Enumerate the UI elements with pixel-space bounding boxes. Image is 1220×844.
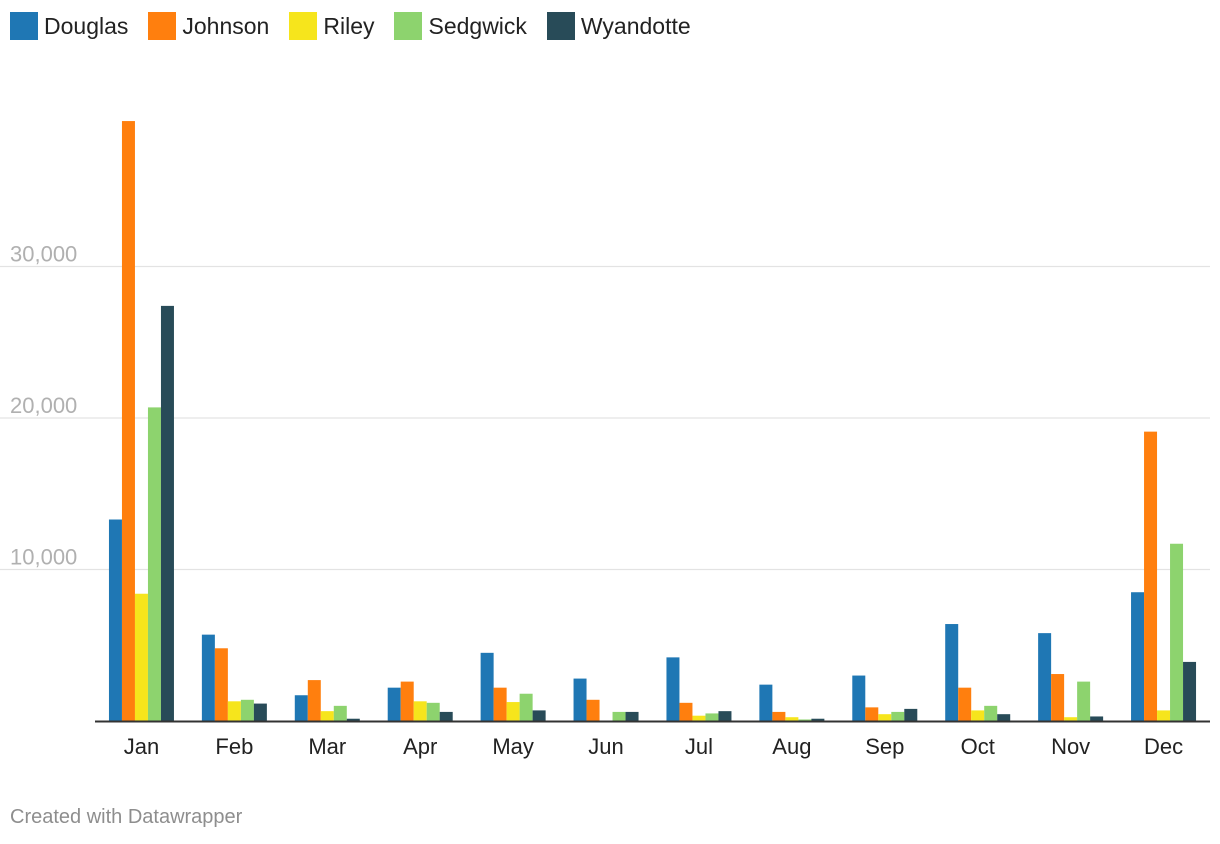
legend-item-douglas: Douglas <box>10 12 128 40</box>
legend-swatch-johnson <box>148 12 177 40</box>
bar-sedgwick-feb <box>240 699 254 721</box>
bar-douglas-oct <box>945 624 959 721</box>
bar-johnson-apr <box>400 681 414 721</box>
bar-douglas-jul <box>666 657 680 721</box>
x-tick-label: Apr <box>403 734 437 759</box>
bar-sedgwick-jun <box>612 711 626 721</box>
bar-douglas-dec <box>1131 592 1145 721</box>
bar-douglas-feb <box>201 634 215 721</box>
chart-legend: Douglas Johnson Riley Sedgwick Wyandotte <box>10 12 711 40</box>
bar-riley-may <box>506 702 520 721</box>
bar-wyandotte-jan <box>160 305 174 721</box>
bar-douglas-aug <box>759 684 773 721</box>
bar-riley-oct <box>971 710 985 721</box>
x-tick-label: May <box>492 734 534 759</box>
x-tick-label: Nov <box>1051 734 1090 759</box>
bar-riley-jul <box>692 715 706 721</box>
bar-riley-feb <box>227 701 241 721</box>
legend-label-sedgwick: Sedgwick <box>428 12 527 39</box>
x-tick-label: Dec <box>1144 734 1183 759</box>
bar-johnson-may <box>493 687 507 721</box>
bar-sedgwick-apr <box>426 702 440 721</box>
bar-riley-mar <box>320 711 334 721</box>
bar-sedgwick-jul <box>705 713 719 721</box>
bar-johnson-feb <box>214 648 228 721</box>
x-tick-label: Sep <box>865 734 904 759</box>
legend-item-sedgwick: Sedgwick <box>394 12 527 40</box>
bar-riley-nov <box>1064 717 1078 721</box>
bar-johnson-sep <box>865 707 879 721</box>
bar-riley-apr <box>413 701 427 721</box>
bar-wyandotte-jul <box>718 711 732 721</box>
legend-item-wyandotte: Wyandotte <box>546 12 691 40</box>
x-tick-label: Aug <box>772 734 811 759</box>
bar-johnson-mar <box>307 680 321 721</box>
bar-riley-jan <box>134 593 148 721</box>
bar-johnson-jan <box>121 121 135 721</box>
legend-swatch-wyandotte <box>546 12 575 40</box>
x-tick-label: Jul <box>685 734 713 759</box>
x-tick-label: Mar <box>308 734 346 759</box>
x-tick-label: Oct <box>961 734 995 759</box>
bar-johnson-aug <box>772 711 786 721</box>
bar-johnson-jun <box>586 699 600 721</box>
legend-swatch-sedgwick <box>394 12 423 40</box>
y-tick-label: 30,000 <box>10 242 77 267</box>
bar-wyandotte-jun <box>625 711 639 721</box>
bar-sedgwick-nov <box>1077 681 1091 721</box>
bar-sedgwick-mar <box>333 705 347 721</box>
bar-douglas-jan <box>108 519 122 721</box>
legend-item-riley: Riley <box>289 12 374 40</box>
y-tick-label: 10,000 <box>10 545 77 570</box>
bar-sedgwick-oct <box>984 705 998 721</box>
x-tick-label: Jun <box>588 734 623 759</box>
legend-swatch-riley <box>289 12 318 40</box>
bar-sedgwick-jan <box>147 407 161 721</box>
x-tick-label: Feb <box>215 734 253 759</box>
bar-riley-sep <box>878 714 892 721</box>
bar-wyandotte-aug <box>811 718 825 721</box>
bar-sedgwick-aug <box>798 719 812 721</box>
bar-johnson-nov <box>1051 674 1065 721</box>
legend-label-riley: Riley <box>323 12 375 39</box>
y-tick-label: 20,000 <box>10 393 77 418</box>
bar-wyandotte-feb <box>253 703 267 721</box>
x-tick-label: Jan <box>124 734 159 759</box>
bar-riley-aug <box>785 717 799 721</box>
bar-douglas-sep <box>852 675 866 721</box>
bar-wyandotte-may <box>532 710 546 721</box>
bar-johnson-jul <box>679 702 693 721</box>
bar-wyandotte-dec <box>1183 661 1197 721</box>
bar-wyandotte-oct <box>997 714 1011 721</box>
legend-label-douglas: Douglas <box>44 12 129 39</box>
legend-label-johnson: Johnson <box>182 12 270 39</box>
bar-wyandotte-sep <box>904 708 918 721</box>
legend-swatch-douglas <box>10 12 38 40</box>
bar-douglas-mar <box>294 695 308 721</box>
datawrapper-credit: Created with Datawrapper <box>10 806 243 828</box>
bar-douglas-may <box>480 652 494 721</box>
bar-douglas-nov <box>1038 633 1052 721</box>
bar-wyandotte-apr <box>439 711 453 721</box>
bar-johnson-dec <box>1144 431 1158 721</box>
bar-sedgwick-dec <box>1170 543 1184 721</box>
bar-wyandotte-mar <box>346 718 360 721</box>
bar-douglas-jun <box>573 678 587 721</box>
legend-label-wyandotte: Wyandotte <box>580 12 691 39</box>
legend-item-johnson: Johnson <box>148 12 269 40</box>
bar-riley-dec <box>1157 710 1171 721</box>
bar-johnson-oct <box>958 687 972 721</box>
bar-sedgwick-sep <box>891 711 905 721</box>
bar-sedgwick-may <box>519 693 533 721</box>
bar-douglas-apr <box>387 687 401 721</box>
bar-wyandotte-nov <box>1090 716 1104 721</box>
